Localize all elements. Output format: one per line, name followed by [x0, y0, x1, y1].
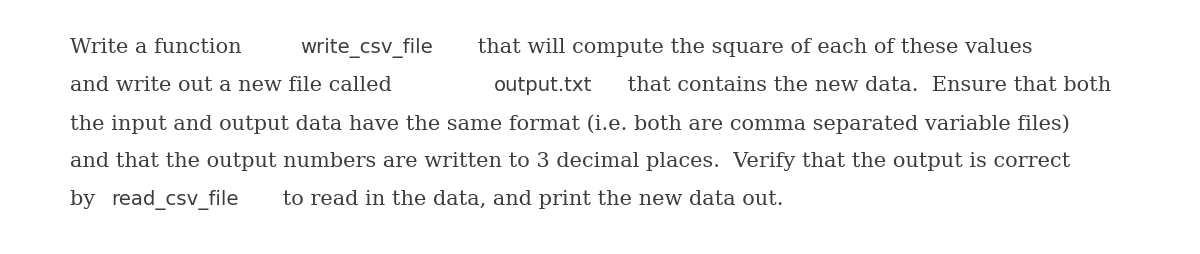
- Text: write_csv_file: write_csv_file: [300, 38, 433, 58]
- Text: and write out a new file called: and write out a new file called: [70, 76, 398, 95]
- Text: to read in the data, and print the new data out.: to read in the data, and print the new d…: [276, 189, 784, 208]
- Text: and that the output numbers are written to 3 decimal places.  Verify that the ou: and that the output numbers are written …: [70, 151, 1070, 170]
- Text: read_csv_file: read_csv_file: [112, 189, 239, 209]
- Text: that contains the new data.  Ensure that both: that contains the new data. Ensure that …: [620, 76, 1111, 95]
- Text: that will compute the square of each of these values: that will compute the square of each of …: [472, 38, 1033, 57]
- Text: output.txt: output.txt: [494, 76, 593, 95]
- Text: the input and output data have the same format (i.e. both are comma separated va: the input and output data have the same …: [70, 114, 1070, 133]
- Text: Write a function: Write a function: [70, 38, 248, 57]
- Text: by: by: [70, 189, 102, 208]
